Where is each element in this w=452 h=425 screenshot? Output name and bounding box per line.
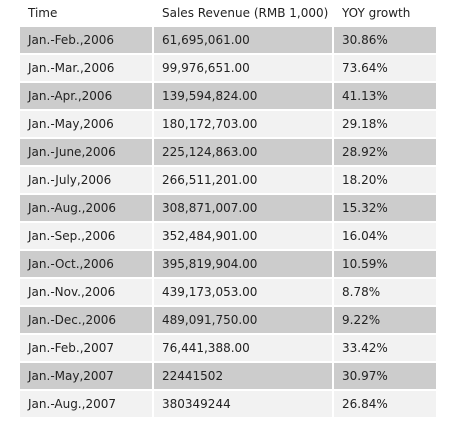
table-row: Jan.-Mar.,2006 99,976,651.00 73.64% (20, 53, 436, 81)
cell-yoy-growth: 30.86% (334, 25, 436, 53)
table-row: Jan.-July,2006 266,511,201.00 18.20% (20, 165, 436, 193)
cell-sales-revenue: 308,871,007.00 (154, 193, 332, 221)
cell-time: Jan.-June,2006 (20, 137, 152, 165)
cell-time: Jan.-Aug.,2007 (20, 389, 152, 417)
cell-time: Jan.-July,2006 (20, 165, 152, 193)
table-row: Jan.-Sep.,2006 352,484,901.00 16.04% (20, 221, 436, 249)
cell-yoy-growth: 15.32% (334, 193, 436, 221)
table-row: Jan.-May,2006 180,172,703.00 29.18% (20, 109, 436, 137)
cell-yoy-growth: 9.22% (334, 305, 436, 333)
cell-sales-revenue: 266,511,201.00 (154, 165, 332, 193)
table-row: Jan.-Aug.,2006 308,871,007.00 15.32% (20, 193, 436, 221)
cell-time: Jan.-Nov.,2006 (20, 277, 152, 305)
cell-yoy-growth: 18.20% (334, 165, 436, 193)
cell-time: Jan.-Aug.,2006 (20, 193, 152, 221)
cell-sales-revenue: 225,124,863.00 (154, 137, 332, 165)
cell-yoy-growth: 73.64% (334, 53, 436, 81)
column-header-time: Time (20, 0, 152, 25)
cell-sales-revenue: 22441502 (154, 361, 332, 389)
column-header-yoy-growth: YOY growth (334, 0, 436, 25)
table-row: Jan.-Dec.,2006 489,091,750.00 9.22% (20, 305, 436, 333)
cell-yoy-growth: 33.42% (334, 333, 436, 361)
cell-sales-revenue: 439,173,053.00 (154, 277, 332, 305)
cell-yoy-growth: 28.92% (334, 137, 436, 165)
cell-time: Jan.-May,2006 (20, 109, 152, 137)
cell-yoy-growth: 29.18% (334, 109, 436, 137)
cell-yoy-growth: 30.97% (334, 361, 436, 389)
cell-sales-revenue: 180,172,703.00 (154, 109, 332, 137)
table-row: Jan.-Feb.,2006 61,695,061.00 30.86% (20, 25, 436, 53)
cell-yoy-growth: 41.13% (334, 81, 436, 109)
cell-sales-revenue: 489,091,750.00 (154, 305, 332, 333)
table-row: Jan.-Oct.,2006 395,819,904.00 10.59% (20, 249, 436, 277)
cell-time: Jan.-Apr.,2006 (20, 81, 152, 109)
cell-sales-revenue: 380349244 (154, 389, 332, 417)
cell-time: Jan.-Feb.,2006 (20, 25, 152, 53)
header-row: Time Sales Revenue (RMB 1,000) YOY growt… (20, 0, 436, 25)
sales-revenue-table: Time Sales Revenue (RMB 1,000) YOY growt… (18, 0, 438, 417)
cell-yoy-growth: 26.84% (334, 389, 436, 417)
table-row: Jan.-Feb.,2007 76,441,388.00 33.42% (20, 333, 436, 361)
cell-yoy-growth: 16.04% (334, 221, 436, 249)
cell-yoy-growth: 8.78% (334, 277, 436, 305)
cell-sales-revenue: 139,594,824.00 (154, 81, 332, 109)
cell-time: Jan.-Dec.,2006 (20, 305, 152, 333)
cell-sales-revenue: 352,484,901.00 (154, 221, 332, 249)
cell-time: Jan.-Sep.,2006 (20, 221, 152, 249)
cell-time: Jan.-Mar.,2006 (20, 53, 152, 81)
table-row: Jan.-Aug.,2007 380349244 26.84% (20, 389, 436, 417)
cell-sales-revenue: 61,695,061.00 (154, 25, 332, 53)
cell-yoy-growth: 10.59% (334, 249, 436, 277)
cell-time: Jan.-Oct.,2006 (20, 249, 152, 277)
table-row: Jan.-Nov.,2006 439,173,053.00 8.78% (20, 277, 436, 305)
cell-sales-revenue: 76,441,388.00 (154, 333, 332, 361)
cell-time: Jan.-Feb.,2007 (20, 333, 152, 361)
cell-time: Jan.-May,2007 (20, 361, 152, 389)
cell-sales-revenue: 99,976,651.00 (154, 53, 332, 81)
cell-sales-revenue: 395,819,904.00 (154, 249, 332, 277)
table-row: Jan.-June,2006 225,124,863.00 28.92% (20, 137, 436, 165)
table-row: Jan.-May,2007 22441502 30.97% (20, 361, 436, 389)
table-row: Jan.-Apr.,2006 139,594,824.00 41.13% (20, 81, 436, 109)
column-header-sales-revenue: Sales Revenue (RMB 1,000) (154, 0, 332, 25)
